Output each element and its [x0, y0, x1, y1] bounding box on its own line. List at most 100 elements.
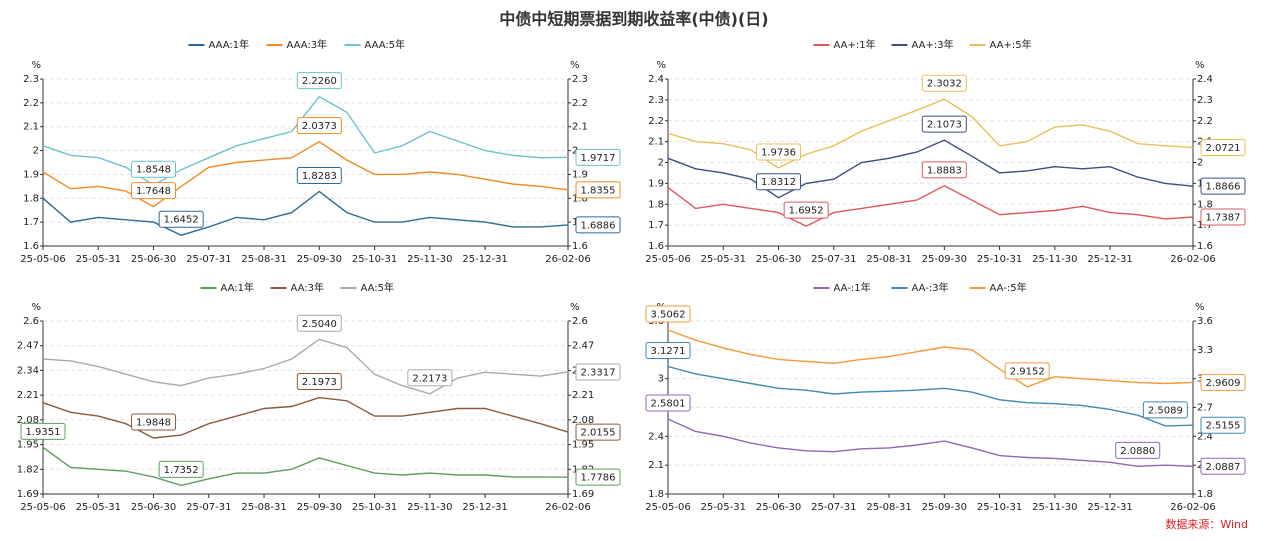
value-label-box [1200, 177, 1246, 195]
y2-tick-label: 2.4 [1197, 431, 1213, 442]
y-tick-label: 2.6 [23, 316, 39, 327]
y-tick-label: 2.2 [23, 98, 39, 109]
value-label-box [1200, 208, 1246, 226]
y-tick-label: 1.7 [23, 217, 39, 228]
value-label: 2.5801 [651, 399, 686, 410]
value-label: 2.3317 [581, 368, 616, 379]
y-unit: % [31, 60, 41, 71]
y2-tick-label: 2.1 [572, 122, 588, 133]
y-tick-label: 2.1 [648, 137, 664, 148]
value-label: 1.6452 [164, 215, 199, 226]
y2-tick-label: 1.9 [572, 169, 588, 180]
y2-tick-label: 3.6 [1197, 316, 1213, 327]
legend-label: AA-:1年 [834, 281, 871, 294]
y2-unit: % [1195, 60, 1205, 71]
y2-tick-label: 3.3 [1197, 345, 1213, 356]
x-tick-label: 25-05-06 [645, 254, 690, 265]
x-tick-label: 25-06-30 [756, 502, 801, 513]
value-label-box [575, 468, 621, 486]
y-tick-label: 2.34 [17, 365, 39, 376]
y2-tick-label: 1.8 [1197, 199, 1213, 210]
y-tick-label: 2.47 [17, 341, 39, 352]
legend-label: AA-:5年 [990, 281, 1027, 294]
y-tick-label: 1.6 [648, 241, 664, 252]
y-tick-label: 1.6 [23, 241, 39, 252]
value-label: 1.7387 [1206, 213, 1241, 224]
series-line [42, 338, 569, 395]
x-tick-label: 25-12-31 [1087, 502, 1132, 513]
value-label: 2.0155 [581, 428, 616, 439]
x-tick-label: 25-10-31 [352, 502, 397, 513]
value-label-box [296, 167, 342, 185]
x-tick-label: 25-10-31 [352, 254, 397, 265]
value-label: 2.2173 [412, 373, 447, 384]
value-label-box [756, 173, 802, 191]
x-tick-label: 26-02-06 [545, 254, 590, 265]
x-tick-label: 25-06-30 [131, 502, 176, 513]
value-label-box [1200, 138, 1246, 156]
y-tick-label: 1.95 [17, 440, 39, 451]
y-tick-label: 3 [658, 374, 664, 385]
value-label: 2.5040 [302, 319, 337, 330]
y2-tick-label: 1.69 [572, 489, 594, 500]
y-tick-label: 1.8 [648, 489, 664, 500]
x-tick-label: 26-02-06 [1170, 254, 1215, 265]
y2-tick-label: 3 [1197, 374, 1203, 385]
y-unit: % [656, 60, 666, 71]
x-tick-label: 25-09-30 [297, 254, 342, 265]
x-tick-label: 25-10-31 [977, 502, 1022, 513]
legend-label: AA:3年 [291, 281, 325, 294]
x-tick-label: 25-05-06 [20, 502, 65, 513]
y-tick-label: 2 [33, 146, 39, 157]
x-tick-label: 25-12-31 [462, 502, 507, 513]
x-tick-label: 25-11-30 [1032, 254, 1077, 265]
value-label-box [756, 143, 802, 161]
value-label: 2.9609 [1206, 378, 1241, 389]
value-label-box [20, 422, 66, 440]
value-label-box [783, 201, 829, 219]
value-label: 1.9717 [581, 153, 616, 164]
series-line [42, 396, 569, 439]
x-tick-label: 25-09-30 [922, 502, 967, 513]
y-tick-label: 2.3 [648, 95, 664, 106]
value-label: 1.8283 [302, 171, 337, 182]
series-line [667, 98, 1194, 169]
y2-tick-label: 2.7 [1197, 403, 1213, 414]
value-label-box [645, 394, 691, 412]
value-label-box [296, 72, 342, 90]
value-label-box [1142, 401, 1188, 419]
y2-tick-label: 2 [1197, 158, 1203, 169]
x-tick-label: 26-02-06 [545, 502, 590, 513]
y2-tick-label: 2.6 [572, 316, 588, 327]
legend-label: AA:5年 [361, 281, 395, 294]
value-label: 2.1073 [927, 120, 962, 131]
y-tick-label: 1.8 [23, 193, 39, 204]
value-label-box [575, 423, 621, 441]
y-tick-label: 2.4 [648, 431, 664, 442]
value-label: 1.7352 [164, 465, 199, 476]
value-label: 1.8355 [581, 185, 616, 196]
value-label-box [1004, 362, 1050, 380]
y-tick-label: 1.8 [648, 199, 664, 210]
x-tick-label: 25-11-30 [407, 502, 452, 513]
y-tick-label: 2.21 [17, 390, 39, 401]
series-line [667, 185, 1194, 227]
value-label-box [1200, 373, 1246, 391]
y-unit: % [31, 302, 41, 313]
value-label-box [131, 182, 177, 200]
x-tick-label: 25-05-31 [701, 254, 746, 265]
y2-tick-label: 2.21 [572, 390, 594, 401]
legend-label: AA+:1年 [834, 38, 876, 51]
y2-tick-label: 2.2 [1197, 116, 1213, 127]
value-label-box [158, 460, 204, 478]
y2-tick-label: 1.95 [572, 440, 594, 451]
y2-tick-label: 2.2 [572, 98, 588, 109]
y2-tick-label: 2.4 [1197, 74, 1213, 85]
y2-tick-label: 2.3 [572, 74, 588, 85]
value-label: 2.0887 [1206, 462, 1241, 473]
value-label-box [645, 341, 691, 359]
source-note: 数据来源：Wind [1165, 517, 1248, 531]
x-tick-label: 25-07-31 [811, 502, 856, 513]
value-label: 1.9351 [26, 427, 61, 438]
legend-label: AAA:3年 [287, 38, 328, 51]
